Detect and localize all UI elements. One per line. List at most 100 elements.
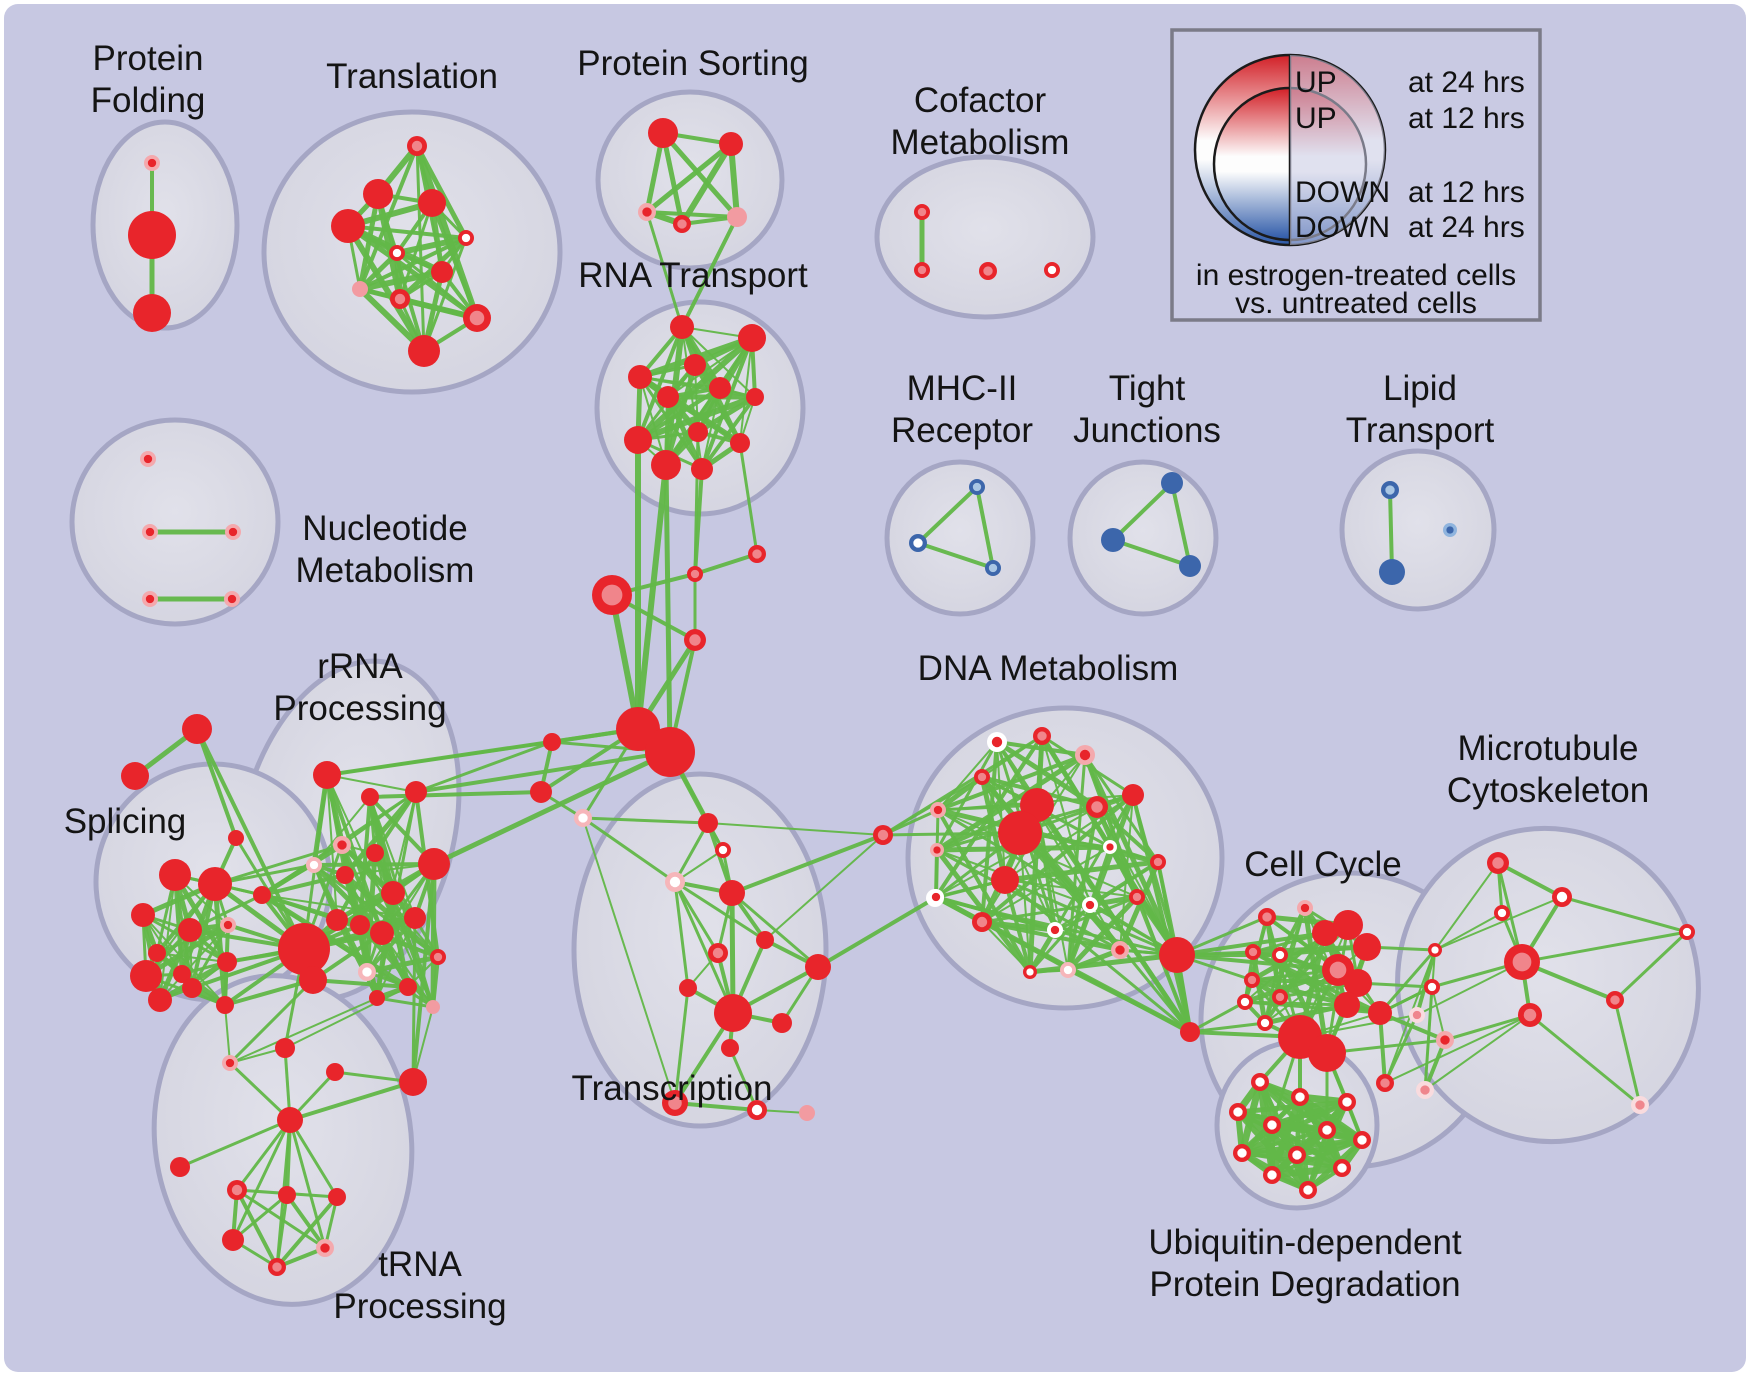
gene-node-red — [313, 761, 341, 789]
node — [408, 335, 440, 367]
gene-node-blue — [1101, 528, 1125, 552]
gene-node-red — [691, 458, 713, 480]
cluster-label: RNA Transport — [578, 256, 808, 295]
node — [1263, 1116, 1281, 1134]
gene-node-red — [275, 1038, 295, 1058]
gene-node-center — [1635, 1100, 1645, 1110]
gene-node-red — [998, 811, 1042, 855]
gene-node-red — [217, 952, 237, 972]
gene-node-center — [1497, 908, 1507, 918]
gene-node-red — [543, 733, 561, 751]
node — [714, 994, 752, 1032]
edge — [235, 1118, 292, 1192]
node — [673, 215, 691, 233]
edge — [673, 880, 767, 942]
node — [369, 990, 385, 1006]
node — [974, 769, 990, 785]
node — [182, 978, 202, 998]
gene-node-red — [709, 377, 731, 399]
gene-node-blue — [1161, 472, 1183, 494]
node — [326, 1063, 344, 1081]
node — [228, 830, 244, 846]
edge — [1278, 945, 1369, 957]
edge — [288, 1118, 327, 1250]
node — [430, 949, 446, 965]
gene-node-red — [426, 1000, 440, 1014]
node — [404, 907, 426, 929]
edge — [346, 224, 468, 240]
gene-node-center — [1431, 946, 1439, 954]
node — [1487, 852, 1509, 874]
node — [278, 1186, 296, 1204]
gene-node-red — [299, 966, 327, 994]
gene-node-center — [1337, 1163, 1347, 1173]
edge — [228, 978, 315, 1065]
cluster-label: Metabolism — [891, 123, 1070, 162]
node — [772, 1013, 792, 1033]
node — [426, 1000, 440, 1014]
gene-node-red — [1353, 933, 1381, 961]
edge — [1434, 912, 1503, 951]
gene-node-center — [1385, 485, 1395, 495]
node — [972, 912, 992, 932]
node — [1353, 1131, 1371, 1149]
gene-node-center — [933, 846, 941, 854]
edge — [1443, 1013, 1532, 1042]
gene-node-red — [431, 261, 453, 283]
edge — [392, 892, 434, 1008]
node — [648, 118, 678, 148]
node — [1299, 1181, 1317, 1199]
node — [638, 203, 656, 221]
gene-node-red — [657, 386, 679, 408]
edge — [1279, 954, 1348, 1006]
edge — [414, 750, 672, 794]
gene-node-center — [1427, 982, 1437, 992]
node — [418, 848, 450, 880]
gene-node-center — [1267, 1170, 1277, 1180]
edge — [311, 978, 410, 989]
node — [1376, 1074, 1394, 1092]
node — [1518, 1003, 1542, 1027]
node — [1150, 854, 1166, 870]
gene-node-red — [121, 762, 149, 790]
network-nodes — [121, 118, 1695, 1276]
gene-node-red — [148, 944, 166, 962]
edge — [1188, 1000, 1247, 1034]
gene-node-red — [405, 781, 427, 803]
node — [1257, 1015, 1273, 1031]
node — [227, 1180, 247, 1200]
node — [930, 843, 944, 857]
node — [715, 842, 731, 858]
cluster-label: Protein Sorting — [577, 44, 809, 83]
gene-node-red — [133, 294, 171, 332]
edge — [638, 375, 757, 399]
node — [224, 591, 240, 607]
edge — [431, 955, 440, 1009]
edge — [275, 1195, 339, 1269]
gene-node-red — [721, 1039, 739, 1057]
gene-node-center — [913, 538, 923, 548]
node — [756, 931, 774, 949]
gene-node-red — [370, 921, 394, 945]
edge — [1434, 896, 1563, 951]
edge — [1004, 879, 1138, 898]
edge — [980, 793, 1135, 924]
gene-node-red — [198, 867, 232, 901]
node — [463, 304, 491, 332]
node — [1229, 1103, 1247, 1121]
edge — [1416, 961, 1523, 1016]
cluster-label: DNA Metabolism — [918, 649, 1179, 688]
node — [1334, 992, 1360, 1018]
node — [144, 155, 160, 171]
node — [799, 1105, 815, 1121]
edge — [1434, 862, 1499, 951]
edge — [212, 881, 228, 1008]
edge — [1170, 481, 1192, 568]
edge — [1003, 878, 1192, 1034]
gene-node-center — [1085, 900, 1095, 910]
cluster-label: Transport — [1346, 411, 1495, 450]
gene-node-red — [328, 1188, 346, 1206]
node — [1631, 1096, 1649, 1114]
gene-node-red — [684, 354, 706, 376]
